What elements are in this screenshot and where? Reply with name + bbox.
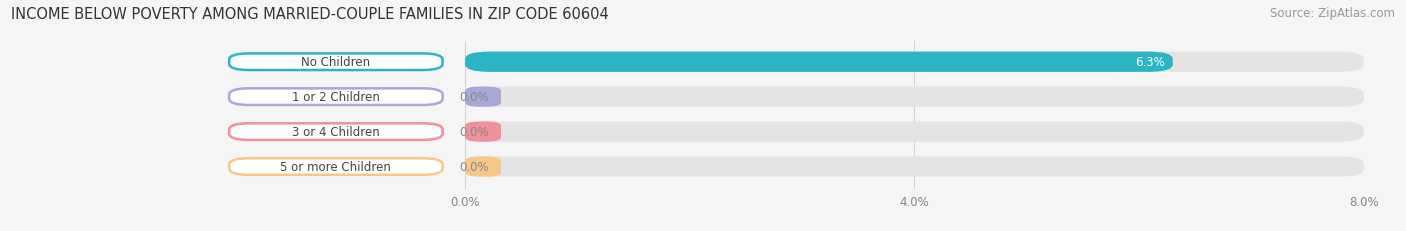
Text: 6.3%: 6.3%: [1135, 56, 1166, 69]
Text: 0.0%: 0.0%: [460, 126, 489, 139]
FancyBboxPatch shape: [465, 52, 1364, 73]
FancyBboxPatch shape: [465, 122, 501, 142]
Text: 0.0%: 0.0%: [460, 160, 489, 173]
Text: INCOME BELOW POVERTY AMONG MARRIED-COUPLE FAMILIES IN ZIP CODE 60604: INCOME BELOW POVERTY AMONG MARRIED-COUPL…: [11, 7, 609, 22]
FancyBboxPatch shape: [229, 124, 443, 140]
FancyBboxPatch shape: [465, 52, 1173, 73]
FancyBboxPatch shape: [465, 157, 1364, 177]
FancyBboxPatch shape: [465, 87, 1364, 107]
Text: 1 or 2 Children: 1 or 2 Children: [292, 91, 380, 104]
Text: 5 or more Children: 5 or more Children: [280, 160, 391, 173]
FancyBboxPatch shape: [229, 158, 443, 175]
FancyBboxPatch shape: [465, 122, 1364, 142]
Text: 0.0%: 0.0%: [460, 91, 489, 104]
FancyBboxPatch shape: [229, 89, 443, 106]
Text: Source: ZipAtlas.com: Source: ZipAtlas.com: [1270, 7, 1395, 20]
Text: 3 or 4 Children: 3 or 4 Children: [292, 126, 380, 139]
Text: No Children: No Children: [301, 56, 370, 69]
FancyBboxPatch shape: [465, 157, 501, 177]
FancyBboxPatch shape: [465, 87, 501, 107]
FancyBboxPatch shape: [229, 54, 443, 71]
